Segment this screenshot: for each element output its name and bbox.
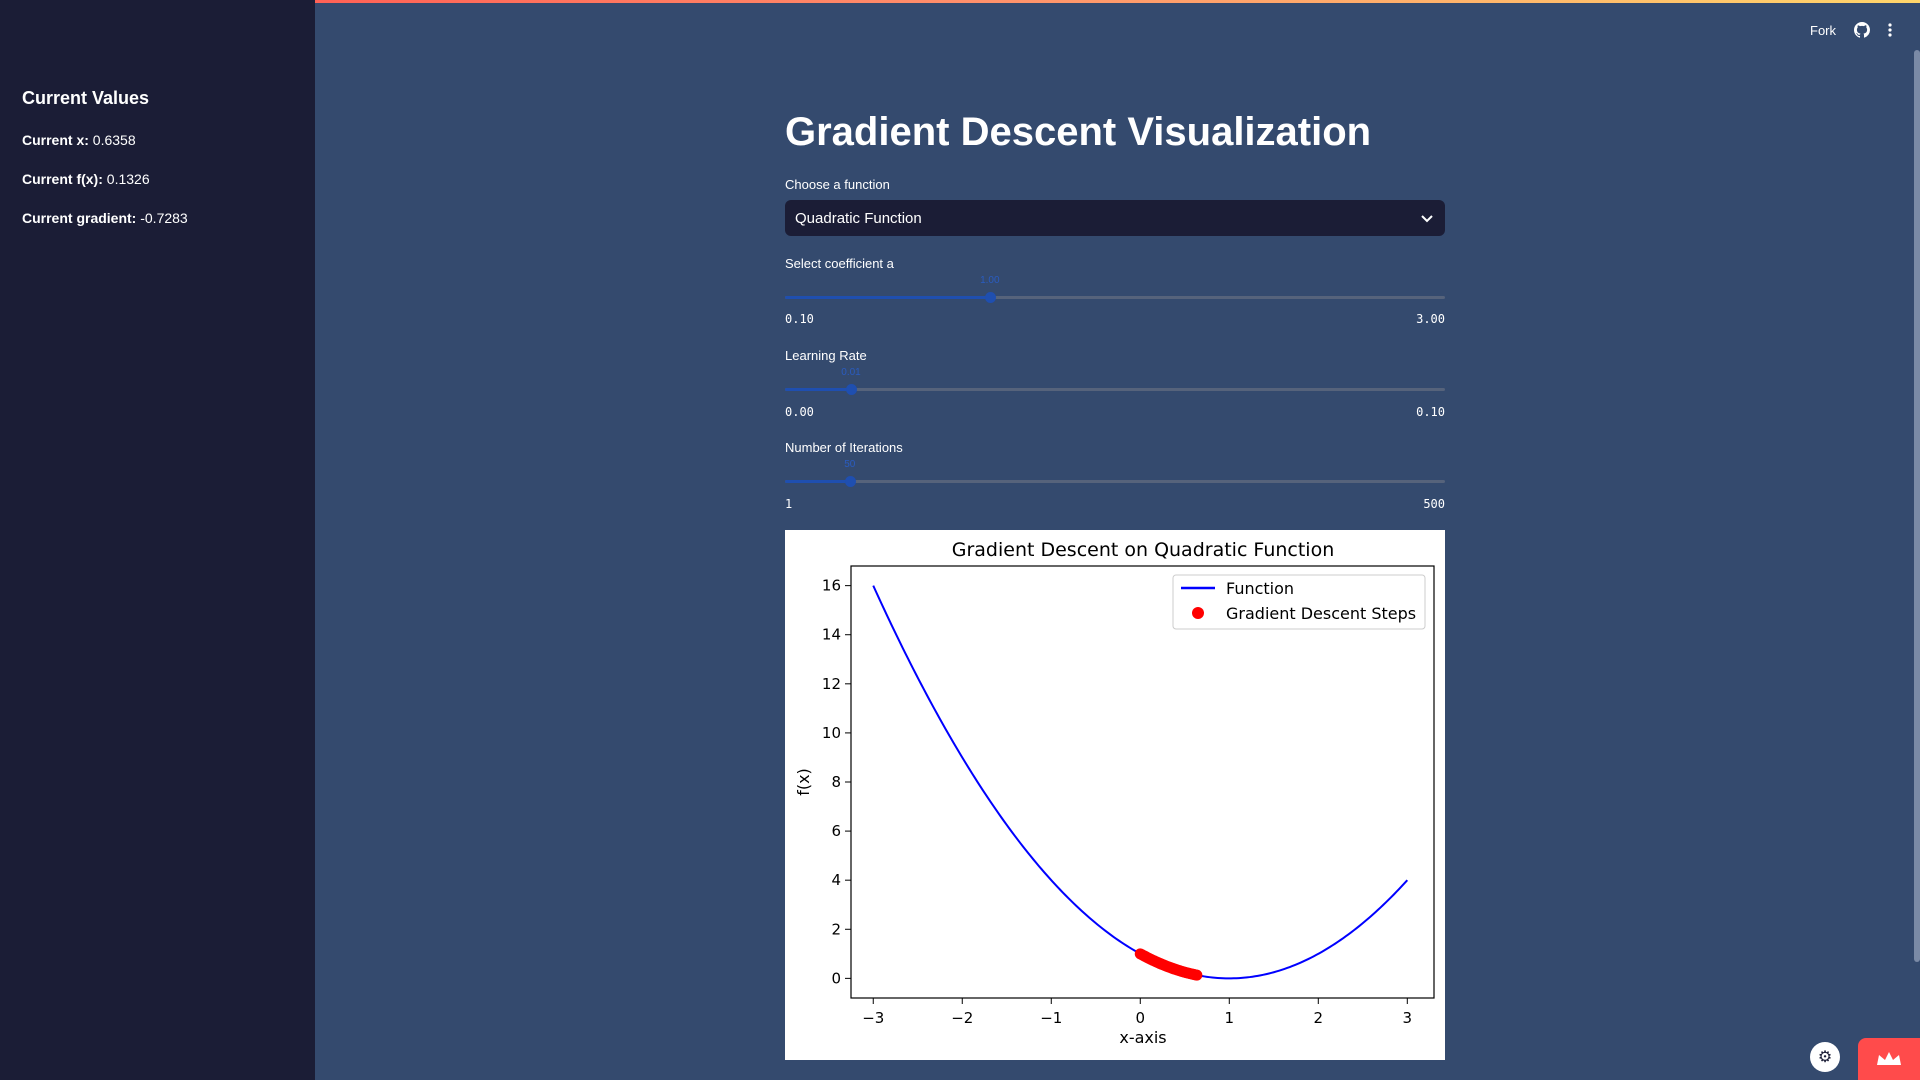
current-x-label: Current x: (22, 132, 89, 148)
deploy-status-icon[interactable]: ⚙ (1810, 1042, 1840, 1072)
current-gradient-row: Current gradient: -0.7283 (22, 210, 188, 226)
legend-dot-swatch (1192, 607, 1204, 619)
y-tick-label: 0 (831, 969, 841, 987)
coefficient-slider[interactable]: 1.00 (785, 275, 1445, 307)
y-axis-label: f(x) (794, 768, 813, 796)
learning-rate-slider[interactable]: 0.01 (785, 367, 1445, 399)
chart-legend: Function Gradient Descent Steps (1172, 574, 1426, 630)
y-tick-label: 4 (831, 871, 841, 889)
x-tick-label: −1 (1040, 1009, 1062, 1027)
x-tick-label: 3 (1403, 1009, 1413, 1027)
current-x-row: Current x: 0.6358 (22, 132, 136, 148)
page-scrollbar[interactable] (1914, 50, 1920, 962)
coefficient-min-label: 0.10 (785, 312, 814, 326)
y-tick-label: 6 (831, 822, 841, 840)
slider-track (785, 388, 1445, 391)
iterations-max-label: 500 (1423, 497, 1445, 511)
slider-thumb[interactable] (984, 292, 996, 303)
current-fx-row: Current f(x): 0.1326 (22, 171, 150, 187)
kebab-menu-icon[interactable] (1888, 23, 1892, 37)
streamlit-crown-button[interactable] (1858, 1038, 1920, 1080)
function-select-label: Choose a function (785, 177, 890, 192)
plot-area (850, 565, 1435, 999)
y-tick-label: 12 (822, 675, 841, 693)
slider-thumb[interactable] (846, 384, 857, 395)
iterations-slider[interactable]: 50 (785, 459, 1445, 491)
learning-rate-min-label: 0.00 (785, 405, 814, 419)
learning-rate-label: Learning Rate (785, 348, 867, 363)
slider-track (785, 480, 1445, 483)
slider-value: 1.00 (980, 275, 1000, 286)
iterations-label: Number of Iterations (785, 440, 903, 455)
slider-fill (785, 296, 990, 299)
current-gradient-value: -0.7283 (140, 210, 188, 226)
slider-fill (785, 480, 850, 483)
fork-link[interactable]: Fork (1810, 22, 1836, 38)
x-tick-label: 2 (1314, 1009, 1324, 1027)
slider-thumb[interactable] (844, 476, 856, 487)
x-tick-label: 1 (1225, 1009, 1235, 1027)
coefficient-slider-label: Select coefficient a (785, 256, 894, 271)
x-tick-label: −2 (951, 1009, 973, 1027)
chart-container: Gradient Descent on Quadratic Function −… (785, 530, 1445, 1060)
y-tick-label: 2 (831, 920, 841, 938)
x-tick-label: 0 (1136, 1009, 1146, 1027)
slider-value: 50 (844, 459, 856, 470)
header-actions: Fork (1810, 22, 1892, 38)
iterations-min-label: 1 (785, 497, 793, 511)
y-tick-label: 8 (831, 773, 841, 791)
gradient-descent-chart: Gradient Descent on Quadratic Function −… (794, 539, 1435, 1047)
y-tick-label: 10 (822, 724, 841, 742)
current-fx-value: 0.1326 (106, 171, 150, 187)
sidebar-title: Current Values (22, 88, 150, 108)
coefficient-max-label: 3.00 (1416, 312, 1445, 326)
chevron-down-icon (1421, 210, 1433, 227)
current-gradient-label: Current gradient: (22, 210, 137, 226)
page-title: Gradient Descent Visualization (785, 110, 1372, 154)
top-decoration-stripe (0, 0, 1920, 3)
slider-value: 0.01 (841, 367, 861, 378)
legend-function: Function (1226, 579, 1294, 598)
gradient-step-point (1191, 969, 1203, 981)
legend-steps: Gradient Descent Steps (1226, 604, 1416, 623)
learning-rate-max-label: 0.10 (1416, 405, 1445, 419)
function-select[interactable]: Quadratic Function (785, 200, 1445, 236)
sidebar: Current Values Current x: 0.6358 Current… (0, 0, 315, 1080)
slider-track (785, 296, 1445, 299)
y-tick-label: 16 (822, 577, 841, 595)
slider-fill (785, 388, 851, 391)
chart-title: Gradient Descent on Quadratic Function (952, 539, 1335, 561)
y-tick-label: 14 (822, 626, 841, 644)
current-fx-label: Current f(x): (22, 171, 103, 187)
github-icon[interactable] (1854, 22, 1870, 38)
x-tick-label: −3 (862, 1009, 884, 1027)
current-x-value: 0.6358 (92, 132, 136, 148)
crown-icon (1877, 1052, 1901, 1065)
x-axis-label: x-axis (1119, 1028, 1166, 1047)
legend-box (1172, 574, 1426, 630)
function-select-value: Quadratic Function (795, 209, 922, 227)
